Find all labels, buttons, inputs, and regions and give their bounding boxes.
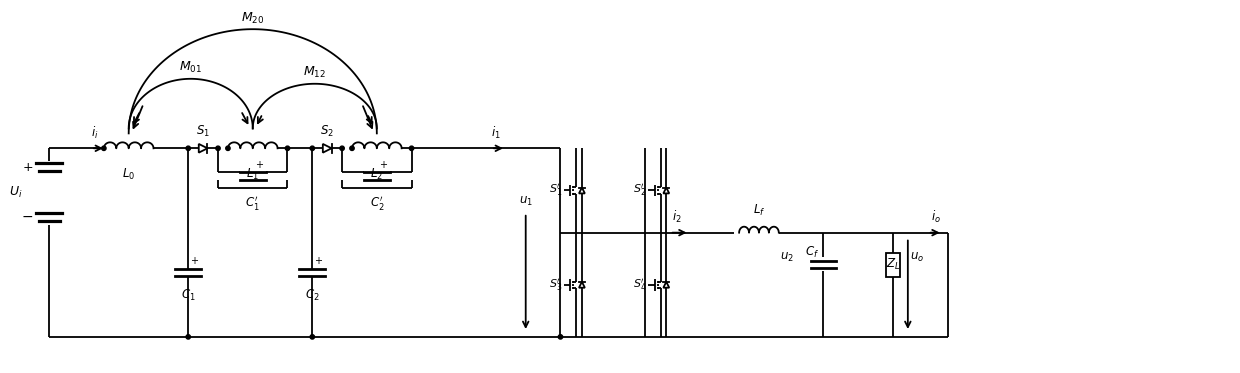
Circle shape [350, 146, 355, 150]
Text: $i_o$: $i_o$ [931, 209, 941, 225]
Circle shape [340, 146, 345, 150]
Polygon shape [663, 282, 670, 288]
Circle shape [226, 146, 231, 150]
Text: $L_1$: $L_1$ [247, 167, 259, 182]
Text: +: + [314, 256, 322, 266]
Text: $M_{20}$: $M_{20}$ [241, 11, 264, 26]
Text: $S_3'$: $S_3'$ [549, 277, 562, 293]
Text: $U_i$: $U_i$ [9, 184, 22, 200]
Polygon shape [198, 144, 207, 153]
Circle shape [186, 146, 191, 150]
Text: +: + [22, 161, 33, 174]
Text: $M_{12}$: $M_{12}$ [304, 65, 326, 80]
Text: $L_0$: $L_0$ [122, 167, 135, 182]
Circle shape [285, 146, 290, 150]
Text: $S_4'$: $S_4'$ [632, 277, 646, 293]
Text: $C_1$: $C_1$ [181, 288, 196, 303]
Text: +: + [254, 160, 263, 170]
Text: $i_i$: $i_i$ [92, 125, 99, 141]
Text: $C_2$: $C_2$ [305, 288, 320, 303]
Circle shape [216, 146, 221, 150]
Circle shape [409, 146, 414, 150]
Text: $S_2'$: $S_2'$ [634, 182, 646, 198]
Text: $S_1'$: $S_1'$ [549, 182, 562, 198]
Text: $L_f$: $L_f$ [753, 203, 765, 218]
Circle shape [558, 335, 563, 339]
Circle shape [310, 146, 315, 150]
Circle shape [186, 335, 191, 339]
Text: $C_2'$: $C_2'$ [370, 194, 384, 212]
Text: $S_2$: $S_2$ [320, 124, 334, 139]
Polygon shape [579, 282, 585, 288]
Polygon shape [322, 144, 331, 153]
Polygon shape [579, 188, 585, 194]
Text: $u_o$: $u_o$ [910, 251, 924, 264]
Text: $i_2$: $i_2$ [672, 209, 682, 225]
Text: $C_1'$: $C_1'$ [246, 194, 260, 212]
Circle shape [310, 335, 315, 339]
Text: $Z_L$: $Z_L$ [885, 257, 900, 272]
Polygon shape [663, 188, 670, 194]
Text: −: − [22, 210, 33, 224]
Text: $u_1$: $u_1$ [518, 195, 533, 208]
FancyBboxPatch shape [887, 253, 900, 277]
Circle shape [102, 146, 107, 150]
Text: $S_1$: $S_1$ [196, 124, 210, 139]
Text: $u_2$: $u_2$ [780, 251, 794, 264]
Text: +: + [378, 160, 387, 170]
Text: $C_f$: $C_f$ [805, 245, 820, 260]
Text: $i_1$: $i_1$ [491, 125, 501, 141]
Text: $M_{01}$: $M_{01}$ [179, 60, 202, 75]
Text: $L_2$: $L_2$ [371, 167, 383, 182]
Text: +: + [190, 256, 198, 266]
